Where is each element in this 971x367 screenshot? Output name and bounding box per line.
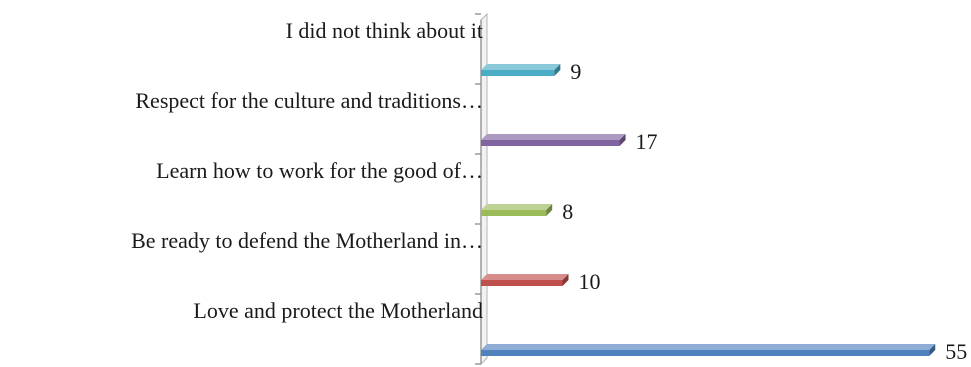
data-label-2: 10 bbox=[579, 269, 601, 294]
data-label-1: 55 bbox=[945, 339, 967, 364]
category-label-1: Love and protect the Motherland bbox=[193, 298, 483, 323]
bar-1 bbox=[481, 344, 936, 356]
bar-4 bbox=[481, 134, 626, 146]
bar-top-face bbox=[481, 344, 936, 350]
bar-end-face bbox=[562, 274, 569, 286]
bar-front-face bbox=[481, 210, 547, 216]
labels: 55 Love and protect the Motherland 10 Be re… bbox=[131, 18, 967, 364]
category-label-3: Learn how to work for the good of… bbox=[156, 158, 483, 183]
category-label-2: Be ready to defend the Motherland in… bbox=[131, 228, 483, 253]
bar-end-face bbox=[546, 204, 553, 216]
data-label-3: 8 bbox=[562, 199, 573, 224]
bar-top-face bbox=[481, 274, 569, 280]
category-label-4: Respect for the culture and traditions… bbox=[135, 88, 483, 113]
bar-3 bbox=[481, 204, 553, 216]
bar-end-face bbox=[929, 344, 936, 356]
bar-2 bbox=[481, 274, 569, 286]
bar-front-face bbox=[481, 280, 563, 286]
bars bbox=[481, 64, 936, 356]
data-label-5: 9 bbox=[570, 59, 581, 84]
bar-5 bbox=[481, 64, 561, 76]
bar-end-face bbox=[554, 64, 561, 76]
bar-front-face bbox=[481, 350, 930, 356]
bar-top-face bbox=[481, 204, 553, 210]
bar-front-face bbox=[481, 70, 555, 76]
bar-front-face bbox=[481, 140, 620, 146]
bar-end-face bbox=[619, 134, 626, 146]
data-label-4: 17 bbox=[636, 129, 658, 154]
category-label-5: I did not think about it bbox=[286, 18, 483, 43]
bar-top-face bbox=[481, 64, 561, 70]
bar-top-face bbox=[481, 134, 626, 140]
